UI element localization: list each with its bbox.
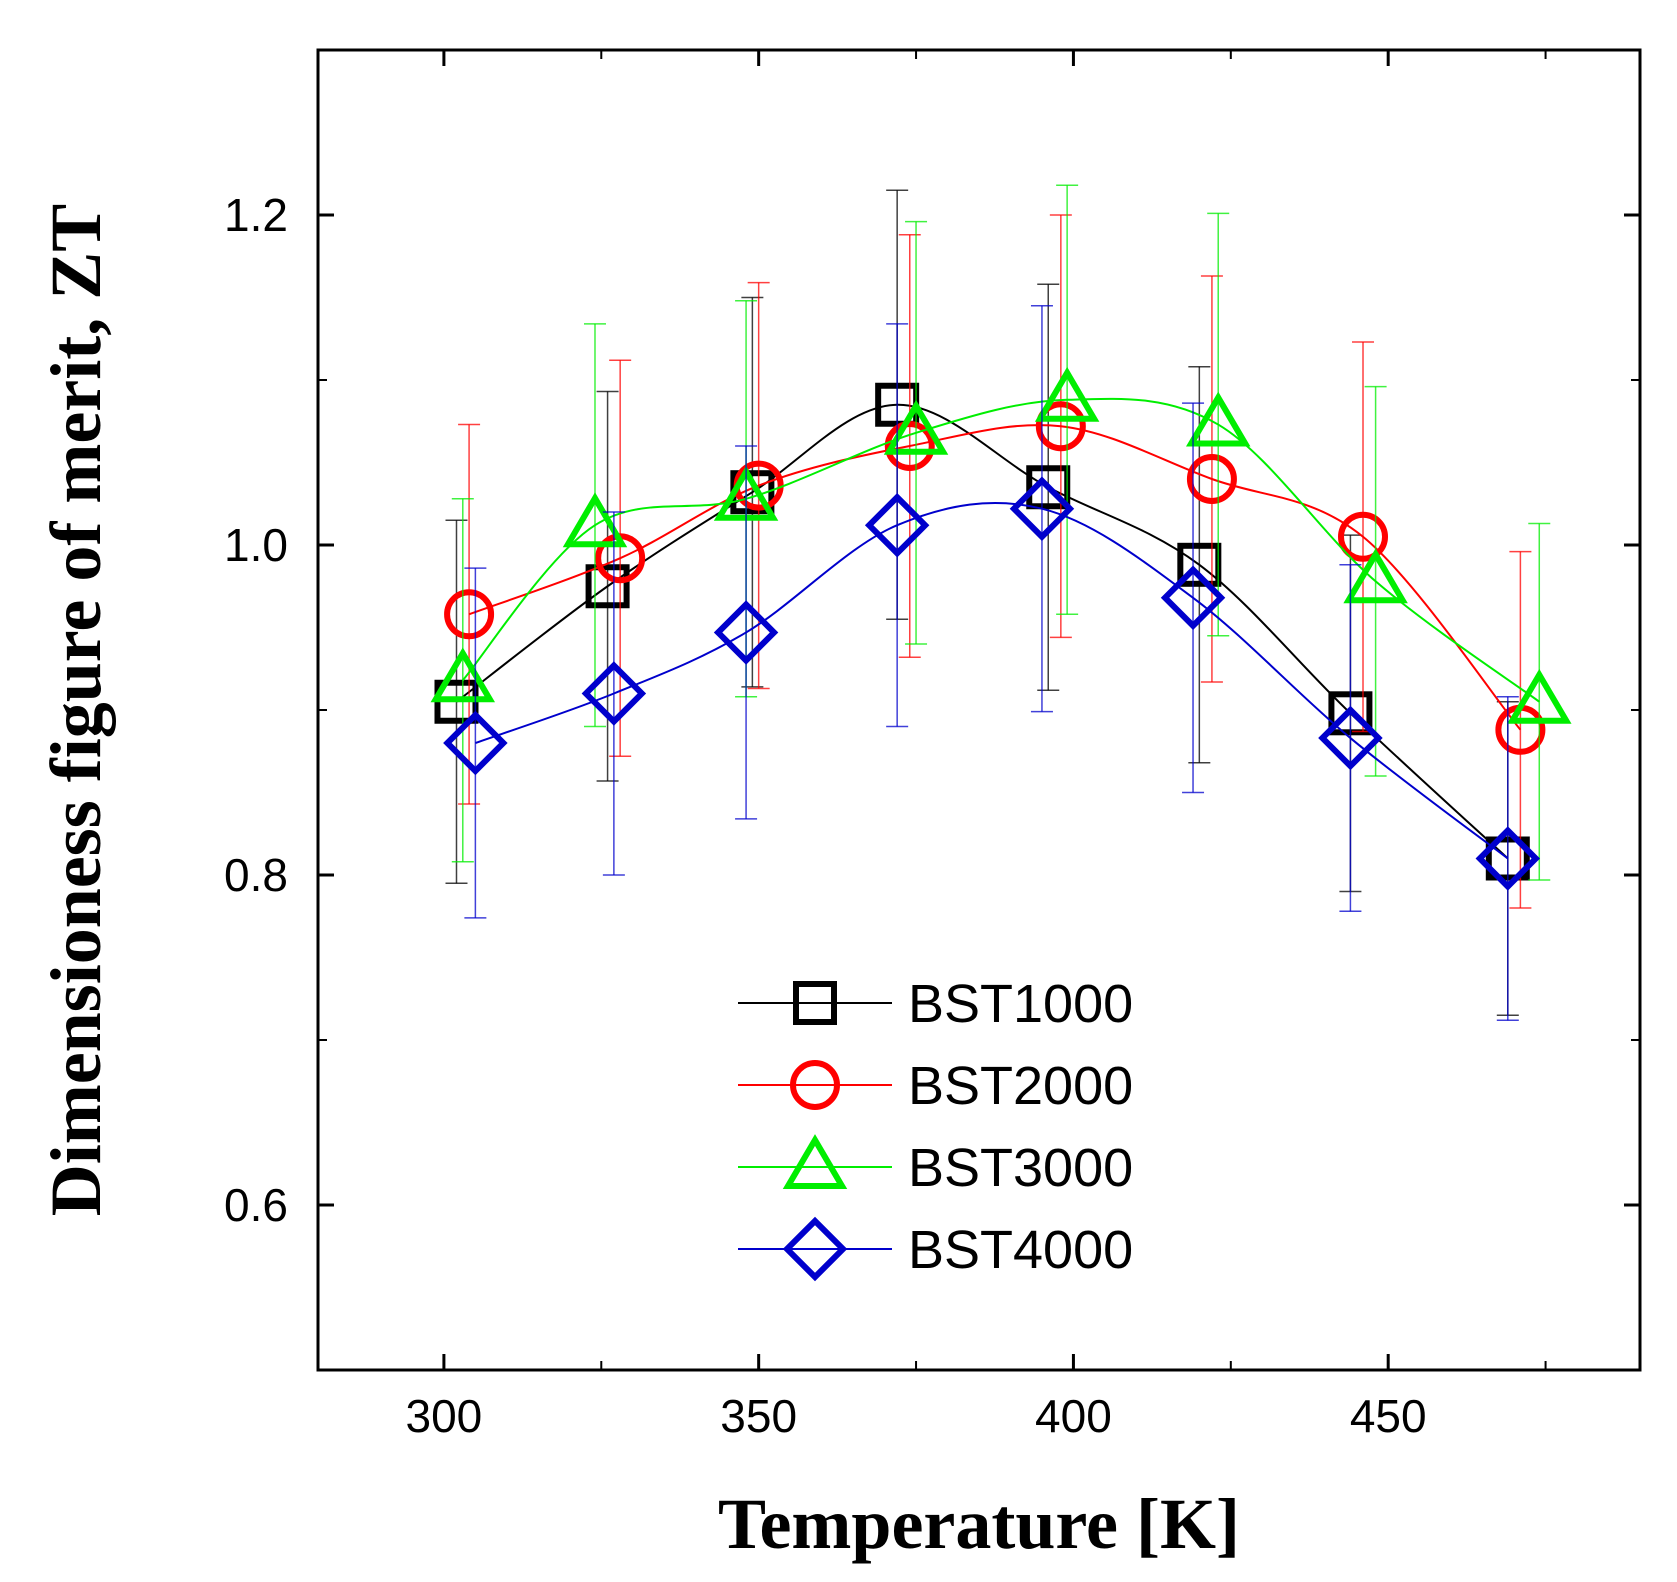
data-point-diamond xyxy=(713,600,779,665)
legend-label: BST2000 xyxy=(908,1056,1133,1116)
series-BST3000 xyxy=(430,184,1572,881)
legend-label: BST3000 xyxy=(908,1138,1133,1198)
legend-item: BST3000 xyxy=(738,1134,1133,1198)
data-point-diamond xyxy=(443,710,508,776)
data-point-triangle xyxy=(883,399,949,455)
data-point-diamond xyxy=(581,661,647,726)
x-axis-title: Temperature [K] xyxy=(718,1484,1240,1564)
data-point-diamond xyxy=(1160,565,1226,631)
series-BST4000 xyxy=(443,305,1541,1021)
data-point-circle xyxy=(1338,511,1389,562)
data-point-triangle xyxy=(1034,366,1100,422)
data-point-circle xyxy=(1186,454,1237,504)
legend-marker-diamond xyxy=(782,1216,848,1282)
y-tick-label: 0.8 xyxy=(224,849,288,901)
data-point-circle xyxy=(444,589,495,640)
legend-label: BST1000 xyxy=(908,974,1133,1034)
data-point-circle xyxy=(884,421,935,471)
x-tick-label: 450 xyxy=(1350,1390,1427,1442)
data-point-circle xyxy=(1035,401,1086,452)
axis-ticks: 300 350 400 450 0.6 0.8 1.0 1.2 xyxy=(224,50,1640,1442)
y-axis-title: Dimensioness figure of merit, ZT xyxy=(36,204,116,1217)
legend-marker-square xyxy=(793,981,837,1025)
legend-marker-triangle xyxy=(782,1134,848,1189)
legend-item: BST1000 xyxy=(738,974,1133,1034)
data-point-triangle xyxy=(1185,391,1251,447)
legend: BST1000 BST2000 BST3000 BST4000 xyxy=(738,974,1133,1282)
data-point-triangle xyxy=(1343,548,1408,604)
data-point-diamond xyxy=(1318,705,1383,771)
y-tick-label: 0.6 xyxy=(224,1179,288,1231)
legend-item: BST2000 xyxy=(738,1056,1133,1116)
x-tick-label: 300 xyxy=(406,1390,483,1442)
legend-label: BST4000 xyxy=(908,1220,1133,1280)
data-point-diamond xyxy=(1009,476,1075,541)
data-point-square xyxy=(585,564,630,609)
data-point-triangle xyxy=(1507,668,1572,724)
y-tick-label: 1.2 xyxy=(224,189,288,241)
legend-item: BST4000 xyxy=(738,1216,1133,1282)
x-tick-label: 400 xyxy=(1035,1390,1112,1442)
data-point-triangle xyxy=(562,492,628,548)
series-line xyxy=(475,502,1509,860)
data-point-diamond xyxy=(1475,826,1541,891)
legend-marker-circle xyxy=(790,1060,840,1110)
series-layer xyxy=(430,184,1572,1021)
series-line xyxy=(468,424,1522,731)
y-tick-label: 1.0 xyxy=(224,519,288,571)
data-point-triangle xyxy=(430,647,496,703)
data-point-diamond xyxy=(864,492,930,558)
x-tick-label: 350 xyxy=(720,1390,797,1442)
